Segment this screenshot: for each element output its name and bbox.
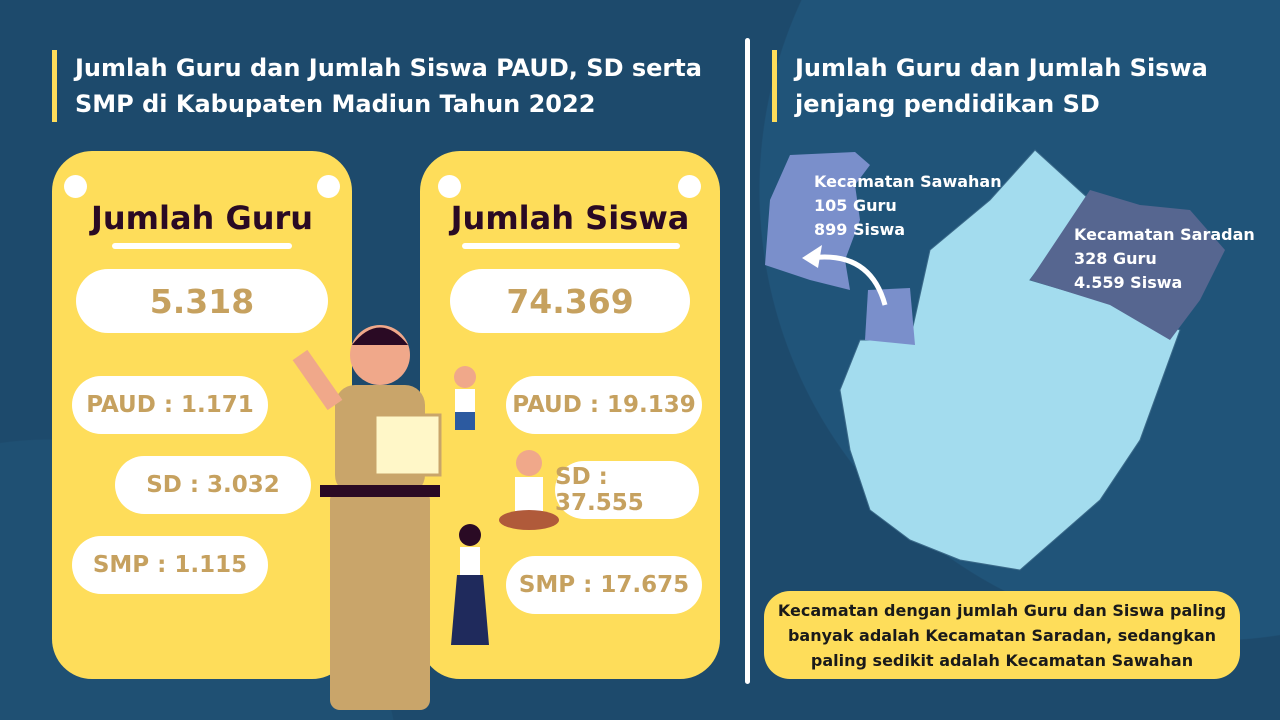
sawahan-siswa: 899 Siswa [814, 220, 906, 239]
card-hole [678, 175, 701, 198]
sawahan-guru: 105 Guru [814, 196, 897, 215]
right-title: Jumlah Guru dan Jumlah Siswa jenjang pen… [772, 50, 1212, 122]
section-divider [745, 38, 750, 684]
saradan-name: Kecamatan Saradan [1074, 225, 1255, 244]
siswa-paud: PAUD : 19.139 [506, 376, 702, 434]
siswa-total: 74.369 [450, 269, 690, 333]
card-hole [64, 175, 87, 198]
guru-total: 5.318 [76, 269, 328, 333]
guru-paud: PAUD : 1.171 [72, 376, 268, 434]
girl-illustration [451, 524, 489, 645]
guru-smp: SMP : 1.115 [72, 536, 268, 594]
arrow-head-icon [802, 245, 822, 268]
map-region [839, 149, 1181, 571]
heading-underline [112, 243, 292, 249]
madiun-map [765, 149, 1225, 571]
guru-heading: Jumlah Guru [90, 199, 314, 237]
heading-underline [462, 243, 680, 249]
sawahan-name: Kecamatan Sawahan [814, 172, 1002, 191]
siswa-sd: SD : 37.555 [555, 461, 699, 519]
saradan-label: Kecamatan Saradan 328 Guru 4.559 Siswa [1074, 223, 1255, 295]
map-region-sawahan [765, 152, 870, 290]
guru-sd: SD : 3.032 [115, 456, 311, 514]
arrow-icon [809, 254, 888, 306]
siswa-heading: Jumlah Siswa [450, 199, 690, 237]
card-hole [317, 175, 340, 198]
sawahan-label: Kecamatan Sawahan 105 Guru 899 Siswa [814, 170, 1002, 242]
left-title: Jumlah Guru dan Jumlah Siswa PAUD, SD se… [52, 50, 712, 122]
map-region-saradan [1030, 190, 1225, 340]
map-region-sawahan-south [865, 288, 915, 345]
summary-note: Kecamatan dengan jumlah Guru dan Siswa p… [764, 591, 1240, 679]
saradan-siswa: 4.559 Siswa [1074, 273, 1183, 292]
card-hole [438, 175, 461, 198]
siswa-smp: SMP : 17.675 [506, 556, 702, 614]
child-illustration [454, 366, 476, 430]
guru-card: Jumlah Guru 5.318 PAUD : 1.171 SD : 3.03… [52, 151, 352, 679]
reading-child-illustration [499, 450, 559, 530]
saradan-guru: 328 Guru [1074, 249, 1157, 268]
teacher-illustration [292, 325, 442, 710]
